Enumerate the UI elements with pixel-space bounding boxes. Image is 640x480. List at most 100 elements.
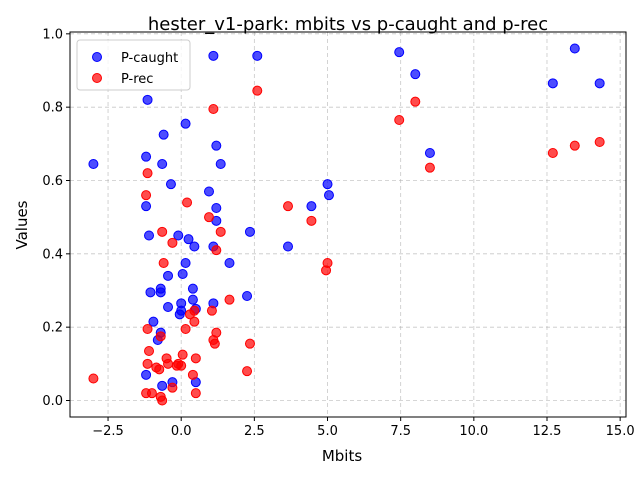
p-caught-point (424, 148, 435, 158)
p-caught-point (163, 302, 174, 312)
p-caught-point (88, 159, 99, 169)
p-rec-point (189, 305, 200, 316)
x-tick-label: 0.0 (171, 424, 192, 439)
y-tick-label: 0.6 (42, 174, 63, 189)
p-rec-point (594, 137, 605, 147)
p-rec-point (187, 369, 198, 380)
p-rec-point (211, 245, 222, 256)
p-rec-point (88, 373, 99, 384)
p-rec-point (321, 265, 332, 276)
p-caught-point (283, 241, 294, 252)
p-caught-point (215, 159, 226, 169)
p-rec-point (155, 331, 166, 342)
p-rec-point (306, 215, 317, 226)
p-rec-point (180, 324, 191, 334)
p-rec-point (176, 360, 187, 371)
p-caught-point (157, 159, 168, 169)
p-caught-point (323, 190, 334, 201)
p-rec-point (252, 85, 263, 96)
p-rec-point (154, 364, 165, 375)
p-caught-point (145, 287, 156, 298)
p-rec-point (394, 115, 405, 125)
p-rec-point (190, 353, 201, 364)
p-caught-point (155, 287, 166, 298)
plot-frame (69, 31, 627, 418)
data-points (88, 43, 605, 406)
p-caught-point (211, 203, 222, 213)
p-caught-point (224, 258, 235, 268)
y-tick-label: 0.8 (42, 101, 63, 116)
legend-marker-p-rec (92, 73, 102, 83)
p-caught-point (306, 201, 317, 212)
p-rec-point (242, 366, 253, 377)
x-tick-label: −2.5 (92, 424, 124, 439)
p-caught-point (148, 316, 159, 327)
p-caught-point (204, 186, 214, 197)
p-caught-point (141, 201, 152, 212)
p-caught-point (177, 269, 188, 279)
x-tick-label: 10.0 (459, 424, 488, 439)
p-caught-point (187, 283, 198, 294)
p-rec-point (209, 338, 220, 349)
p-rec-point (204, 212, 214, 223)
y-tick-label: 0.4 (42, 247, 63, 262)
p-rec-point (208, 104, 219, 114)
p-rec-point (182, 197, 193, 208)
x-tick-label: 2.5 (244, 424, 265, 439)
y-tick-label: 0.0 (42, 394, 63, 409)
p-rec-point (167, 237, 178, 248)
p-rec-point (424, 162, 435, 173)
p-caught-point (180, 118, 191, 129)
p-caught-point (165, 179, 176, 190)
p-rec-point (157, 226, 168, 237)
p-caught-point (173, 230, 184, 241)
y-tick-label: 1.0 (42, 27, 63, 42)
p-rec-point (142, 324, 153, 334)
p-rec-point (146, 388, 157, 399)
x-tick-label: 12.5 (533, 424, 562, 439)
p-rec-point (224, 294, 235, 305)
legend-label-p-caught: P-caught (121, 51, 178, 66)
p-caught-point (208, 50, 219, 61)
p-caught-point (569, 43, 580, 54)
legend-box (76, 39, 191, 91)
p-rec-point (157, 395, 168, 406)
p-caught-point (141, 369, 152, 380)
p-caught-point (141, 151, 152, 162)
p-rec-point (141, 190, 152, 201)
p-caught-point (189, 241, 200, 252)
p-rec-point (215, 226, 226, 237)
p-caught-point (187, 294, 198, 305)
legend: P-caught P-rec (76, 39, 191, 91)
p-caught-point (211, 140, 222, 151)
p-caught-point (144, 230, 155, 241)
p-caught-point (594, 78, 605, 89)
p-rec-point (410, 96, 421, 107)
p-rec-point (142, 358, 153, 369)
p-caught-point (158, 129, 169, 140)
p-rec-point (244, 338, 255, 349)
chart-title: hester_v1-park: mbits vs p-caught and p-… (148, 14, 548, 35)
p-rec-point (163, 358, 174, 369)
p-rec-point (283, 201, 294, 212)
p-caught-point (163, 270, 174, 281)
p-caught-point (244, 226, 255, 237)
p-rec-point (547, 148, 558, 158)
axis-ticks: −2.5 0.0 2.5 5.0 7.5 10.0 12.5 15.0 0.0 0.2 0.4 0.6… (42, 27, 634, 439)
y-tick-label: 0.2 (42, 321, 63, 336)
y-axis-title: Values (13, 200, 31, 249)
legend-label-p-rec: P-rec (121, 72, 153, 87)
p-rec-point (211, 327, 222, 338)
p-caught-point (547, 78, 558, 89)
x-tick-label: 15.0 (606, 424, 635, 439)
p-rec-point (167, 382, 178, 393)
p-rec-point (190, 388, 201, 399)
p-caught-point (394, 47, 405, 58)
p-rec-point (569, 140, 580, 151)
p-caught-point (157, 380, 168, 391)
p-caught-point (242, 291, 253, 301)
p-caught-point (183, 234, 194, 245)
p-caught-point (252, 50, 263, 61)
p-rec-point (142, 168, 153, 179)
